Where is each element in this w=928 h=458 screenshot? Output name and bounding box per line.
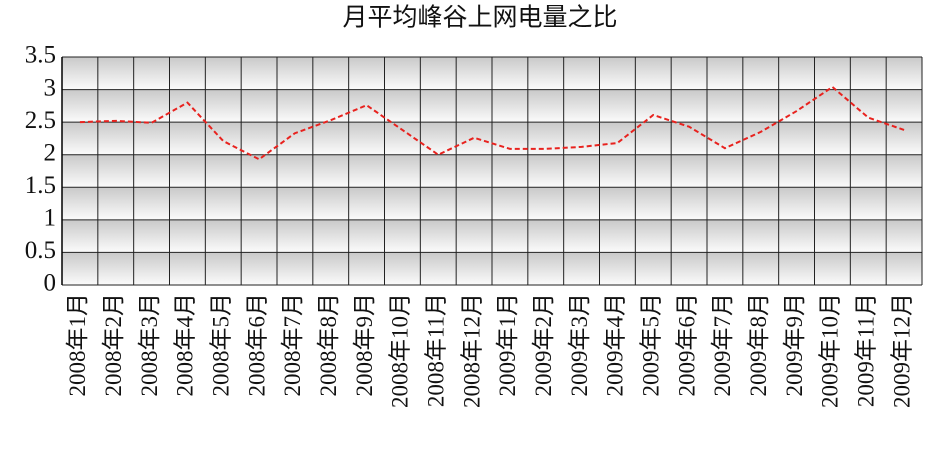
x-tick-label: 2008年1月 [65,293,90,397]
x-tick-label: 2009年9月 [782,293,807,397]
y-tick-label: 0.5 [25,237,56,264]
x-tick-label: 2009年11月 [854,293,879,407]
x-tick-label: 2008年11月 [424,293,449,407]
x-tick-label: 2009年12月 [889,293,914,408]
x-tick-label: 2009年5月 [639,293,664,397]
x-tick-label: 2009年10月 [818,293,843,408]
y-tick-label: 1.5 [25,172,56,199]
x-tick-label: 2008年3月 [137,293,162,397]
y-tick-label: 1 [44,205,57,232]
x-tick-label: 2008年12月 [459,293,484,408]
x-tick-label: 2009年3月 [567,293,592,397]
x-tick-label: 2009年2月 [531,293,556,397]
x-tick-label: 2009年7月 [710,293,735,397]
y-tick-label: 0 [44,270,57,297]
x-tick-label: 2008年9月 [352,293,377,397]
y-tick-label: 2.5 [25,107,56,134]
x-tick-label: 2009年4月 [603,293,628,397]
x-tick-label: 2008年10月 [388,293,413,408]
x-tick-label: 2009年6月 [674,293,699,397]
y-tick-label: 3.5 [25,42,56,69]
x-tick-label: 2009年1月 [495,293,520,397]
x-tick-label: 2008年5月 [209,293,234,397]
y-tick-label: 2 [44,139,57,166]
x-tick-label: 2008年7月 [280,293,305,397]
chart-title: 月平均峰谷上网电量之比 [342,4,617,32]
y-tick-label: 3 [44,74,57,101]
x-tick-label: 2008年8月 [316,293,341,397]
x-tick-label: 2008年6月 [244,293,269,397]
x-tick-label: 2008年2月 [101,293,126,397]
x-tick-label: 2008年4月 [173,293,198,397]
x-tick-label: 2009年8月 [746,293,771,397]
data-line [79,85,905,161]
